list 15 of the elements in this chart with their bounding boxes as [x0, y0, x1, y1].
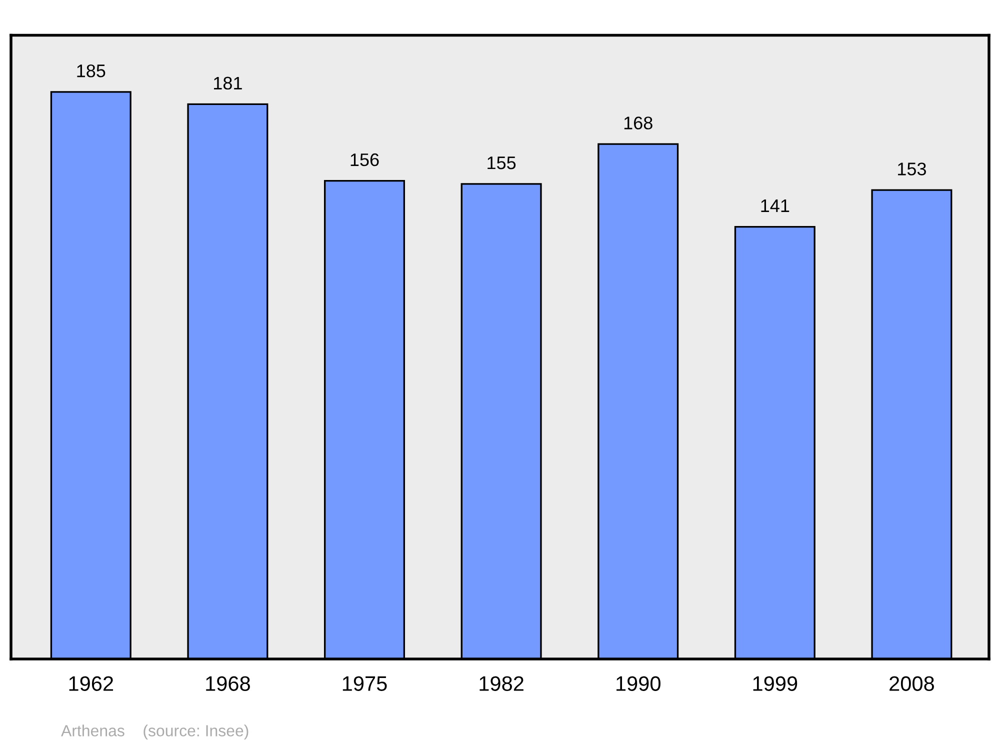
- x-tick-label: 2008: [890, 676, 934, 691]
- x-tick-label: 1982: [480, 676, 524, 691]
- data-label: 155: [488, 156, 516, 170]
- data-label: 181: [214, 76, 242, 90]
- x-tick-label: 1990: [616, 676, 660, 691]
- data-label: 168: [624, 116, 652, 130]
- x-tick-label: 1999: [753, 676, 798, 691]
- data-label: 156: [350, 153, 379, 166]
- data-label: 153: [898, 162, 926, 176]
- data-label: 141: [761, 200, 790, 212]
- x-tick-label: 1968: [206, 676, 250, 691]
- data-label: 185: [77, 64, 106, 78]
- x-tick-label: 1975: [342, 676, 387, 691]
- x-tick-label: 1962: [69, 676, 114, 691]
- text: Arthenas (source: Insee): [61, 724, 248, 740]
